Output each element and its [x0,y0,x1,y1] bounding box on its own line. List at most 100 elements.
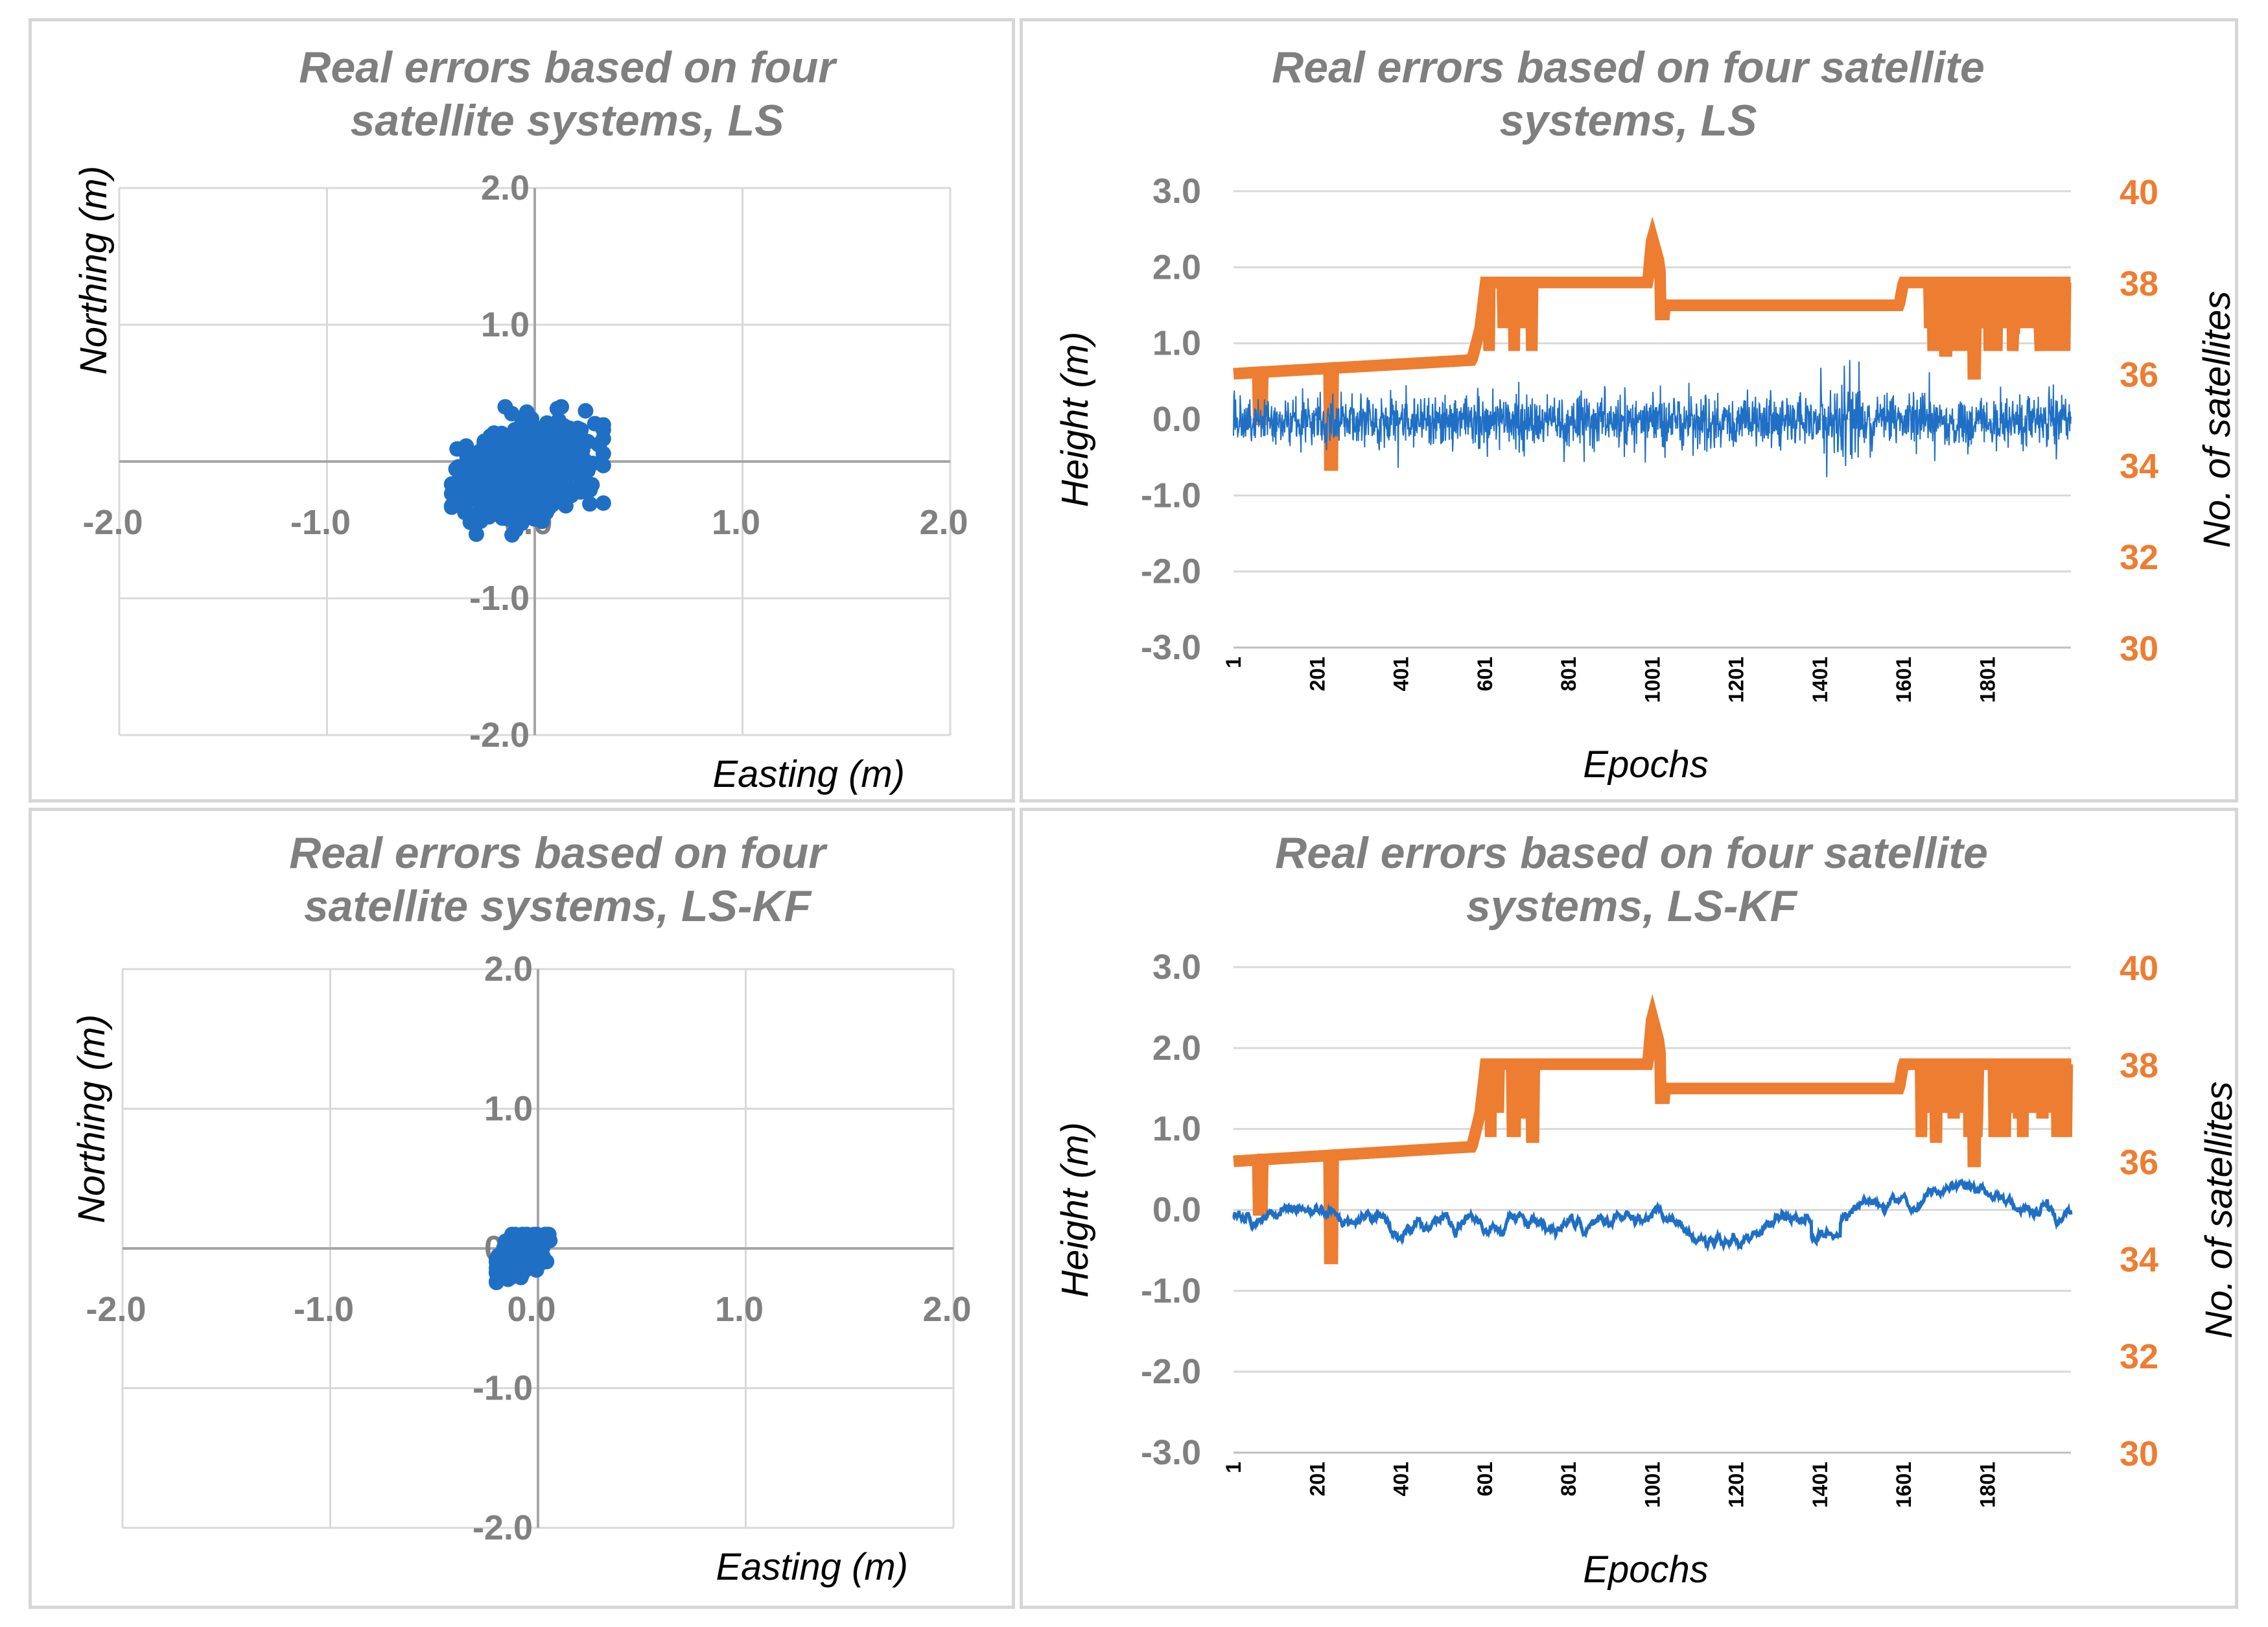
y-tick-label: 2.0 [481,169,530,207]
y-tick-label: 1.0 [1152,1110,1201,1149]
y-right-tick-label: 34 [2120,1240,2158,1279]
y-tick-label: 0.0 [1152,1191,1201,1230]
scatter-point [595,495,611,511]
y-right-tick-label: 38 [2120,1046,2158,1085]
scatter-point [475,508,491,524]
y-tick-label: 2.0 [1152,1029,1201,1068]
scatter-point [493,1255,509,1271]
x-tick-label: 1801 [1976,1462,1999,1508]
scatter-point [508,457,524,473]
y-tick-label: -1.0 [1141,1271,1201,1310]
panel-bottom-right: Real errors based on four satellite syste… [1020,808,2240,1609]
x-tick-label: 1401 [1808,1462,1832,1508]
x-axis-label: Easting (m) [712,753,905,795]
x-tick-label: -1.0 [294,1290,354,1329]
x-tick-label: 201 [1305,1462,1329,1496]
scatter-point [526,492,542,508]
y-tick-label: 1.0 [1152,324,1201,363]
scatter-point [476,435,493,451]
x-tick-label: 0.0 [507,1290,555,1329]
scatter-series [443,399,611,543]
scatter-point [508,469,524,486]
x-tick-label: 2.0 [919,503,968,542]
scatter-point [522,445,538,461]
y-tick-label: -1.0 [469,579,530,618]
scatter-point [537,445,554,462]
scatter-point [548,489,565,506]
y-tick-label: 1.0 [481,305,530,344]
y-tick-label: -1.0 [473,1369,533,1408]
y-tick-label: 0.0 [1152,400,1201,439]
y-right-tick-label: 30 [2120,629,2158,668]
chart-top-right: Real errors based on four satellitesyste… [1054,43,2238,786]
satellites-line [1233,994,2074,1265]
x-tick-label: 1 [1222,1462,1245,1473]
y-tick-label: 3.0 [1152,948,1201,987]
scatter-point [534,513,550,530]
scatter-point [539,415,555,431]
x-tick-label: 401 [1390,657,1413,691]
scatter-point [488,464,504,480]
scatter-point [587,416,603,432]
x-tick-label: 1.0 [715,1290,764,1329]
panel-bottom-left: Real errors based on four satellite syste… [29,808,1015,1609]
scatter-point [457,504,473,521]
y-right-tick-label: 30 [2120,1434,2158,1473]
y-tick-label: -2.0 [1141,1352,1201,1391]
scatter-point [578,403,594,419]
scatter-point [582,496,598,512]
x-tick-label: -1.0 [290,503,351,542]
y-tick-label: -2.0 [473,1508,533,1547]
chart-title-line: systems, LS-KF [1466,882,1798,931]
x-tick-label: 1201 [1725,1462,1748,1508]
x-tick-label: 201 [1305,657,1329,691]
scatter-point [573,422,589,438]
y-right-tick-label: 36 [2120,356,2158,395]
height-error-line [1232,1178,2073,1252]
y-right-tick-label: 32 [2120,538,2158,577]
scatter-point [595,458,611,474]
chart-title-line: systems, LS [1500,96,1757,145]
x-tick-label: 1601 [1892,657,1915,703]
x-axis-label: Epochs [1583,743,1708,786]
y-tick-label: -3.0 [1141,1433,1201,1472]
y-tick-label: 2.0 [1152,248,1201,287]
y-tick-label: -2.0 [1141,552,1201,591]
scatter-point [504,406,520,422]
x-tick-label: 801 [1557,1462,1580,1496]
scatter-point [468,526,484,543]
x-tick-label: 1401 [1808,657,1832,703]
y-tick-label: -1.0 [1141,476,1201,515]
scatter-point [510,432,526,449]
x-tick-label: 1001 [1641,657,1664,703]
y-axis-label: Northing (m) [71,1014,113,1223]
y-right-tick-label: 38 [2120,264,2158,303]
y-axis-label: Height (m) [1054,332,1096,508]
scatter-point [532,430,548,447]
y-right-axis-label: No. of satellites [2198,1081,2240,1339]
scatter-point [472,473,488,489]
chart-title-line: Real errors based on four [289,828,828,878]
y-tick-label: 1.0 [484,1090,533,1129]
scatter-point [504,527,520,543]
y-tick-label: 3.0 [1152,172,1201,211]
x-tick-label: -2.0 [82,503,143,542]
x-tick-label: 1601 [1892,1462,1915,1508]
panel-top-right: Real errors based on four satellite syste… [1020,18,2238,802]
scatter-point [582,482,598,498]
y-right-tick-label: 40 [2120,949,2158,988]
y-axis-label: Northing (m) [73,166,115,375]
chart-title-line: Real errors based on four satellite [1272,43,1985,92]
x-tick-label: 801 [1557,657,1580,691]
scatter-point [470,447,486,463]
chart-bottom-right: Real errors based on four satellitesyste… [1054,828,2240,1591]
y-tick-label: -3.0 [1141,628,1201,667]
scatter-point [448,461,464,477]
scatter-point [502,493,519,508]
scatter-point [458,438,474,454]
x-tick-label: 1 [1222,657,1245,668]
scatter-point [472,496,488,512]
x-tick-label: 601 [1473,1462,1497,1496]
scatter-point [493,431,509,447]
